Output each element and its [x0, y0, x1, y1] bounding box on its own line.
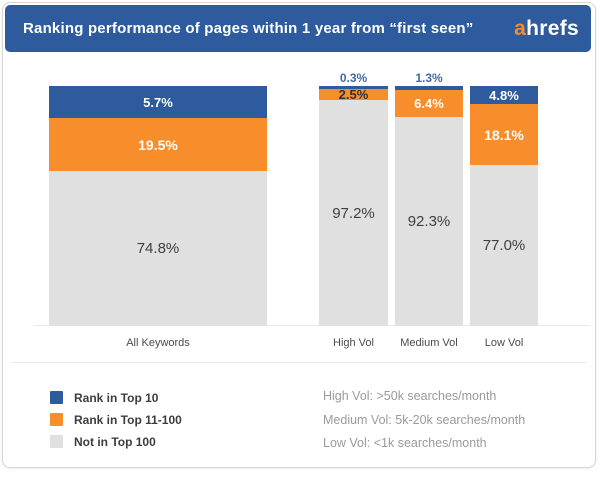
volume-definitions: High Vol: >50k searches/month Medium Vol… — [323, 390, 525, 461]
header-bar: Ranking performance of pages within 1 ye… — [5, 5, 591, 52]
legend-swatch-top11-100 — [50, 413, 63, 426]
legend-label: Rank in Top 10 — [74, 390, 159, 405]
segment-not-top100 — [319, 100, 388, 326]
legend-item: Not in Top 100 — [50, 434, 182, 449]
segment-rank-top10 — [49, 86, 267, 118]
category-label: Low Vol — [484, 337, 524, 349]
segment-not-top100 — [470, 165, 538, 326]
segment-value-label: 5.7% — [143, 94, 173, 110]
stacked-bar-medium-vol: 1.3% 6.4% 92.3% — [395, 71, 463, 326]
chart-card: Ranking performance of pages within 1 ye… — [2, 2, 596, 468]
plot-area: 5.7% 19.5% 74.8% All Keywords 0.3% 2.5% 97.2% H… — [3, 3, 595, 467]
stacked-bar-all-keywords: 5.7% 19.5% 74.8% — [49, 86, 267, 326]
legend-item: Rank in Top 11-100 — [50, 412, 182, 427]
segment-rank-top11-100 — [395, 90, 463, 117]
legend: Rank in Top 10 Rank in Top 11-100 Not in… — [50, 391, 182, 457]
segment-rank-top10 — [470, 86, 538, 104]
segment-rank-top11-100 — [470, 104, 538, 165]
segment-value-label: 92.3% — [407, 213, 451, 230]
segment-rank-top10 — [319, 86, 388, 89]
category-label: All Keywords — [126, 337, 190, 349]
logo-accent-letter: a — [514, 16, 527, 40]
segment-not-top100 — [49, 171, 267, 326]
segment-value-label: 97.2% — [332, 204, 375, 222]
segment-value-label: 19.5% — [138, 136, 178, 153]
divider-line — [11, 362, 587, 363]
segment-rank-top10 — [395, 86, 463, 90]
segment-value-label: 77.0% — [482, 237, 526, 254]
volume-note-high: High Vol: >50k searches/month — [323, 389, 497, 403]
logo-rest-letters: hrefs — [526, 16, 579, 40]
segment-rank-top11-100 — [319, 89, 388, 100]
volume-note-low: Low Vol: <1k searches/month — [323, 436, 487, 450]
above-bar-value-label: 0.3% — [339, 71, 368, 85]
above-bar-value-label: 1.3% — [415, 71, 443, 85]
legend-label: Not in Top 100 — [74, 434, 156, 449]
category-label: Medium Vol — [400, 337, 458, 349]
category-label: High Vol — [333, 337, 374, 349]
segment-value-label: 74.8% — [136, 240, 180, 257]
segment-value-label: 18.1% — [484, 126, 524, 143]
segment-value-label: 4.8% — [489, 87, 519, 103]
stacked-bar-low-vol: 4.8% 18.1% 77.0% — [470, 86, 538, 326]
segment-rank-top11-100 — [49, 118, 267, 171]
legend-label: Rank in Top 11-100 — [74, 412, 182, 427]
x-axis-line — [34, 325, 590, 326]
stacked-bar-high-vol: 0.3% 2.5% 97.2% — [319, 71, 388, 326]
segment-value-label: 2.5% — [338, 87, 369, 102]
segment-value-label: 6.4% — [414, 96, 444, 111]
legend-item: Rank in Top 10 — [50, 390, 182, 405]
legend-swatch-top10 — [50, 391, 63, 404]
volume-note-medium: Medium Vol: 5k-20k searches/month — [323, 412, 526, 427]
legend-swatch-not-top100 — [50, 435, 63, 448]
segment-not-top100 — [395, 117, 463, 326]
chart-title: Ranking performance of pages within 1 ye… — [23, 20, 474, 37]
ahrefs-logo: a hrefs — [514, 5, 579, 52]
